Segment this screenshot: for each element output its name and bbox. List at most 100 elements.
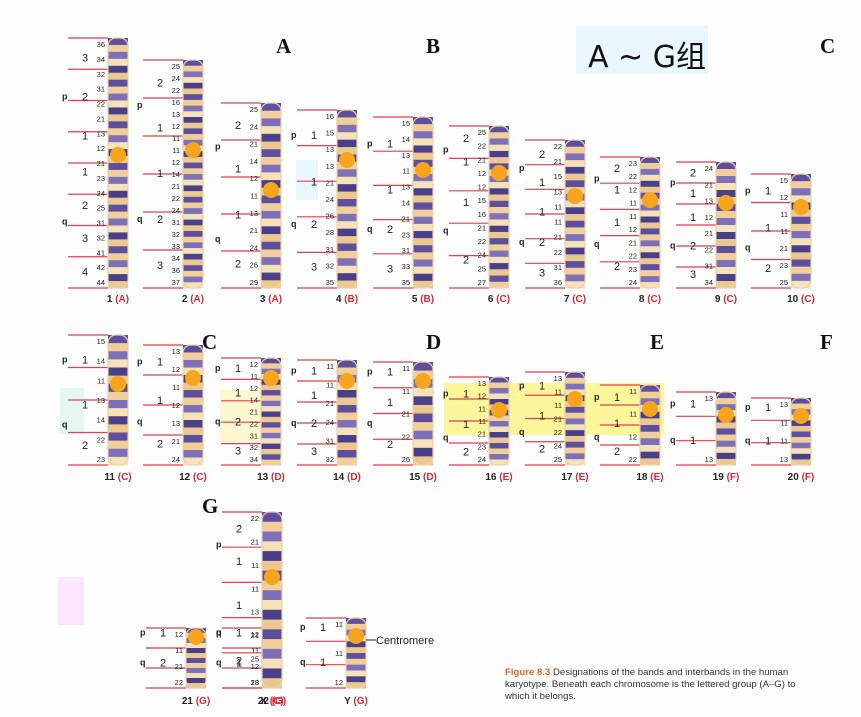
chr-7-band-number: 11 xyxy=(554,218,562,227)
chr-5-p-arm-label: p xyxy=(367,139,373,149)
chr-19-p-arm-label: p xyxy=(670,399,676,409)
chr-6-band xyxy=(489,132,509,139)
chr-10-centromere xyxy=(793,199,809,215)
chr-21-centromere xyxy=(188,629,204,645)
chr-9-band xyxy=(716,246,736,254)
chr-2-q-region: 2 xyxy=(157,214,163,226)
chr-1-band xyxy=(108,176,128,185)
chr-7-band xyxy=(565,234,585,242)
chr-12-centromere xyxy=(185,370,201,386)
chr-5-band-number: 31 xyxy=(402,246,410,255)
chr-19-band xyxy=(716,446,736,454)
chr-5-band xyxy=(413,131,433,139)
chr-6-p-region: 2 xyxy=(463,133,469,145)
chr-3-centromere xyxy=(263,182,279,198)
chr-12-p-region: 1 xyxy=(157,357,163,369)
chr-2-band xyxy=(183,174,203,181)
chr-1-band xyxy=(108,121,128,129)
chr-11-band-number: 15 xyxy=(97,337,105,346)
chr-14-band xyxy=(337,420,357,428)
chr-9-p-region: 1 xyxy=(690,188,696,200)
chr-12-band-number: 12 xyxy=(172,401,180,410)
chr-22-p-arm-label: p xyxy=(216,628,222,638)
chr-1-band xyxy=(108,44,128,53)
chr-2-band xyxy=(183,225,203,232)
chr-2-band-number: 36 xyxy=(172,266,180,275)
chr-15-band-number: 26 xyxy=(402,455,410,464)
chr-7-band-number: 31 xyxy=(554,263,562,272)
chr-16-band xyxy=(489,426,509,433)
chr-6-q-region: 1 xyxy=(463,197,469,209)
chr-7-band xyxy=(565,240,585,249)
chr-10-outline xyxy=(790,173,812,289)
chr-13-band-number: 14 xyxy=(250,396,258,405)
chr-15-band xyxy=(413,439,433,449)
chr-6-band xyxy=(489,256,509,264)
chr-5-band xyxy=(413,273,433,282)
chr-3-band xyxy=(261,156,281,166)
chr-2-band xyxy=(183,282,203,289)
chr-7-centromere xyxy=(567,188,583,204)
chr-9-p-region: 2 xyxy=(690,167,696,179)
chr-18-centromere xyxy=(642,401,658,417)
chr-12-band xyxy=(183,405,203,413)
chr-18-band xyxy=(640,438,660,446)
chr-9-p-arm-label: p xyxy=(670,178,676,188)
chr-12-band-number: 11 xyxy=(172,383,180,392)
chr-21-band-number: 21 xyxy=(175,662,183,671)
chr-17-q-arm-label: q xyxy=(519,427,525,437)
chr-1-p-region: 1 xyxy=(82,131,88,143)
chr-4-p-arm-label: p xyxy=(291,130,297,140)
chr-1-caption: 1 (A) xyxy=(107,294,129,305)
chr-4-band xyxy=(337,206,357,215)
chr-11-caption: 11 (C) xyxy=(104,472,131,483)
chr-7-band xyxy=(565,214,585,222)
chr-21-outline xyxy=(185,627,207,689)
chr-9-band xyxy=(716,232,736,240)
chr-11-band xyxy=(108,456,128,466)
chr-17-band-number: 11 xyxy=(554,388,562,397)
chr-3-band xyxy=(261,118,281,127)
chr-3-band xyxy=(261,203,281,212)
chr-4-caption: 4 (B) xyxy=(336,294,358,305)
chr-22-q-region: 1 xyxy=(236,658,242,670)
chr-4-band xyxy=(337,184,357,193)
chr-18-q-arm-label: q xyxy=(594,432,600,442)
chr-3-band xyxy=(261,103,281,112)
chr-2-band xyxy=(183,99,203,107)
chr-21-band xyxy=(186,663,206,669)
chr-9-band xyxy=(716,274,736,282)
chr-9-band xyxy=(716,162,736,170)
chr-6-band xyxy=(489,219,509,227)
chr-11-band-number: 14 xyxy=(97,357,105,366)
chr-10-band xyxy=(791,216,811,225)
chr-16-band-number: 11 xyxy=(478,404,486,413)
chr-4-band-number: 28 xyxy=(326,228,334,237)
chr-14-band-number: 11 xyxy=(326,381,334,390)
chr-16-band xyxy=(489,388,509,394)
chr-9-band-number: 13 xyxy=(705,197,713,206)
chr-1-band-number: 24 xyxy=(97,189,105,198)
chr-5-band-number: 15 xyxy=(402,119,410,128)
chr-x-band-number: 25 xyxy=(251,655,259,664)
chr-6-band xyxy=(489,263,509,270)
chr-9-caption: 9 (C) xyxy=(715,294,737,305)
chr-22-p-region: 1 xyxy=(236,628,242,640)
chr-17-band xyxy=(565,459,585,466)
chr-5-band-number: 13 xyxy=(402,151,410,160)
chr-10-band xyxy=(791,259,811,268)
chr-18-q-region: 1 xyxy=(614,418,620,430)
chr-1-band-number: 21 xyxy=(97,159,105,168)
chr-4-band xyxy=(337,250,357,259)
chr-7-p-region: 1 xyxy=(539,177,545,189)
chr-7-band-number: 15 xyxy=(554,172,562,181)
chr-13-q-arm-label: q xyxy=(215,417,221,427)
chr-19-band xyxy=(716,434,736,442)
chr-18-band xyxy=(640,385,660,393)
chr-y-p-arm-label: p xyxy=(300,622,306,632)
chr-13-band xyxy=(261,443,281,450)
chr-3-band xyxy=(261,257,281,266)
chr-1-band xyxy=(108,197,128,206)
